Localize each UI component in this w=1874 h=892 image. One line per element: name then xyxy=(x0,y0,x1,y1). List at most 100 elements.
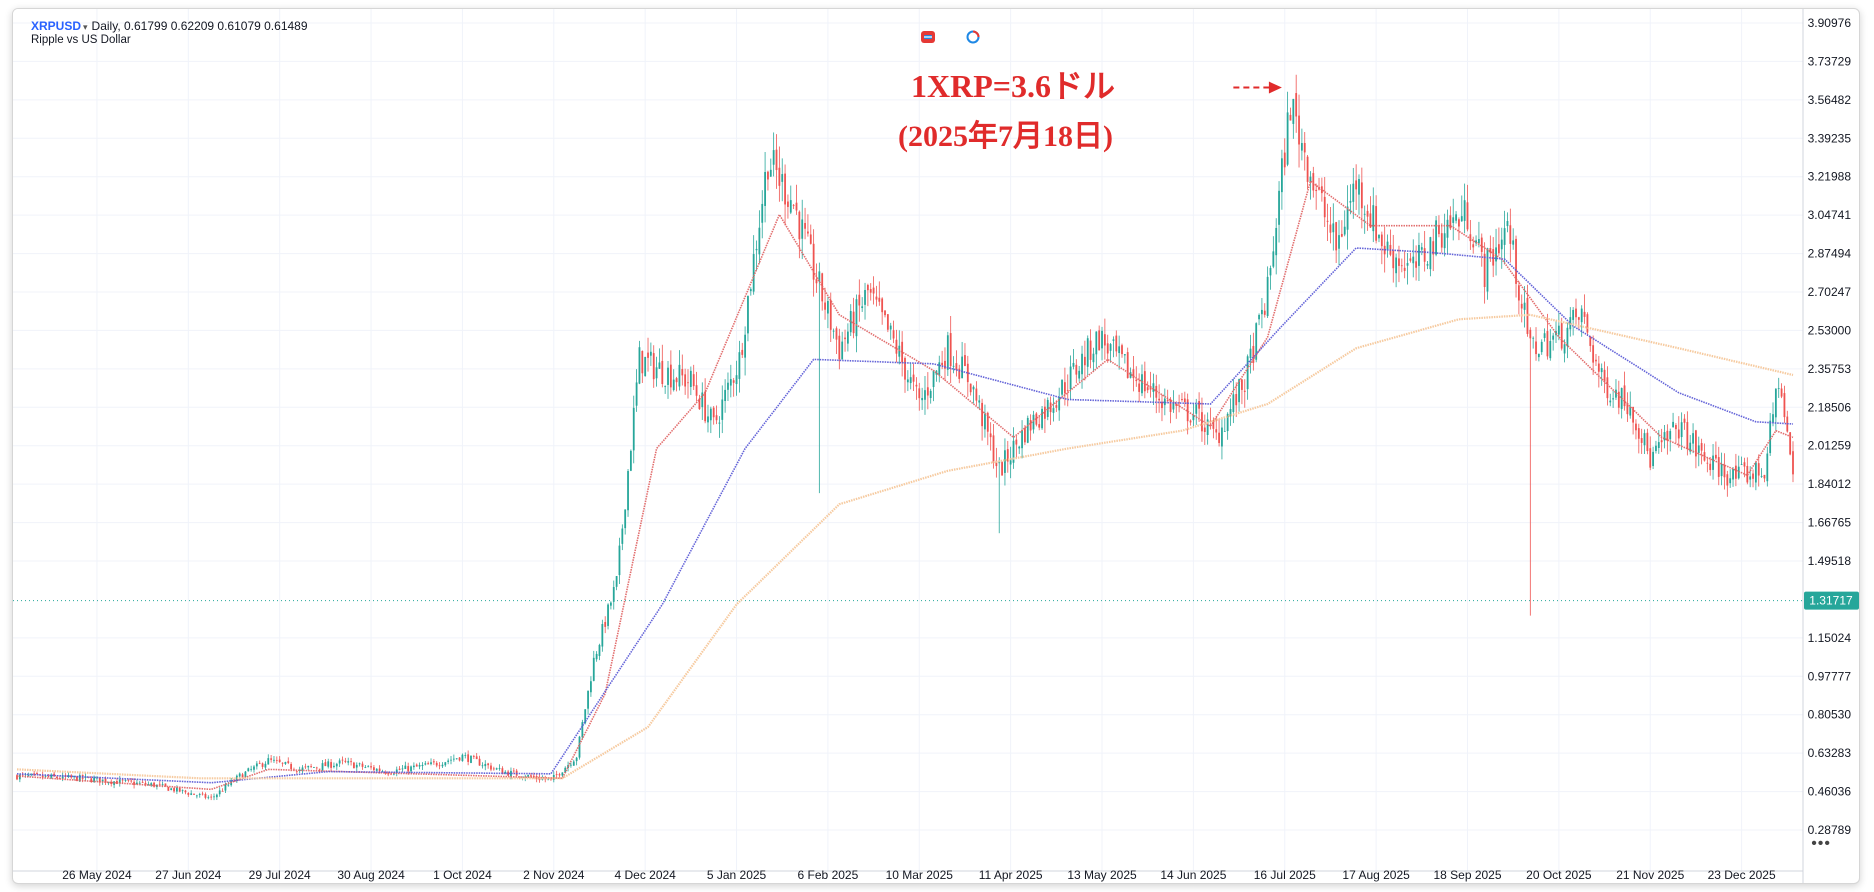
candle-body xyxy=(1535,341,1537,355)
time-tick-label: 13 May 2025 xyxy=(1067,868,1137,882)
candle-body xyxy=(881,298,884,313)
candle-body xyxy=(1198,401,1200,409)
annotation-price: 1XRP=3.6ドル xyxy=(911,68,1116,104)
candle-body xyxy=(572,761,575,766)
candle-body xyxy=(1763,474,1766,479)
candle-body xyxy=(127,779,130,781)
candle-body xyxy=(1740,464,1743,465)
candle-body xyxy=(158,783,161,785)
candle-body xyxy=(675,378,678,383)
moving-average-slow xyxy=(16,313,1794,780)
candle-body xyxy=(1657,442,1660,448)
candle-body xyxy=(184,790,187,793)
candle-body xyxy=(532,775,535,778)
candle-body xyxy=(1121,345,1123,355)
time-tick-label: 23 Dec 2025 xyxy=(1708,868,1776,882)
candle-body xyxy=(1360,182,1363,209)
candle-body xyxy=(629,450,632,471)
candle-body xyxy=(481,765,484,767)
candle-body xyxy=(301,767,304,770)
candle-body xyxy=(492,768,495,770)
price-tick-label: 0.97777 xyxy=(1808,669,1852,683)
sync-icon[interactable] xyxy=(965,29,981,45)
candle-body xyxy=(801,219,804,239)
candle-body xyxy=(1055,405,1058,408)
candle-body xyxy=(1458,219,1460,227)
symbol-name[interactable]: XRPUSD xyxy=(31,19,82,33)
candle-body xyxy=(1386,241,1389,251)
candle-body xyxy=(438,765,441,767)
candle-body xyxy=(310,766,312,767)
candle-body xyxy=(367,766,370,768)
candle-body xyxy=(1206,419,1209,436)
candle-body xyxy=(36,773,38,775)
symbol-dropdown-icon[interactable]: ▾ xyxy=(83,22,88,32)
candle-body xyxy=(124,780,127,781)
flag-icon[interactable] xyxy=(920,29,936,45)
candle-body xyxy=(1229,408,1232,417)
candle-body xyxy=(298,769,301,772)
candle-body xyxy=(487,763,490,766)
candle-body xyxy=(807,231,809,234)
candle-body xyxy=(749,289,752,292)
candle-body xyxy=(1617,391,1620,408)
candle-body xyxy=(698,398,701,410)
candle-body xyxy=(284,762,287,764)
plot-area[interactable] xyxy=(13,9,1803,871)
candle-body xyxy=(681,369,684,376)
candle-body xyxy=(995,460,998,467)
candle-body xyxy=(73,776,76,777)
candle-body xyxy=(827,301,829,314)
candle-body xyxy=(598,644,601,657)
candle-body xyxy=(244,771,247,777)
candle-body xyxy=(1123,354,1126,356)
price-chart[interactable]: 3.90976 3.73729 3.56482 3.39235 3.21988 3.047… xyxy=(13,9,1859,883)
candle-body xyxy=(1223,431,1226,432)
candle-body xyxy=(798,211,801,240)
candle-body xyxy=(824,302,826,310)
candle-body xyxy=(1212,421,1215,429)
candle-body xyxy=(1783,393,1786,418)
price-tick-label: 2.70247 xyxy=(1808,285,1852,299)
more-options-icon[interactable]: ••• xyxy=(1811,835,1831,852)
candle-body xyxy=(1686,422,1689,449)
candle-body xyxy=(518,776,521,778)
candle-body xyxy=(30,773,33,775)
candle-body xyxy=(1243,390,1246,392)
candle-body xyxy=(1583,311,1586,317)
candle-body xyxy=(1626,402,1629,415)
candle-body xyxy=(452,758,455,760)
candle-body xyxy=(1158,398,1161,401)
candle-body xyxy=(1103,334,1106,346)
candle-body xyxy=(1672,421,1674,428)
candle-body xyxy=(1423,248,1426,262)
candle-body xyxy=(1352,183,1355,202)
candle-body xyxy=(929,390,932,399)
candle-body xyxy=(455,758,458,760)
candle-body xyxy=(267,758,270,765)
candle-body xyxy=(427,763,430,765)
candle-body xyxy=(1201,412,1203,432)
candle-body xyxy=(612,587,615,602)
candle-body xyxy=(227,784,230,786)
candle-body xyxy=(1729,478,1732,484)
candle-body xyxy=(1772,414,1774,423)
candle-body xyxy=(44,775,47,777)
candle-body xyxy=(1498,244,1500,254)
candle-body xyxy=(1432,241,1435,255)
candle-body xyxy=(1029,420,1032,431)
candle-body xyxy=(635,382,638,406)
candle-body xyxy=(1792,451,1794,475)
candle-body xyxy=(658,362,661,369)
candle-body xyxy=(1580,308,1583,323)
candle-body xyxy=(1089,340,1092,360)
candle-body xyxy=(755,248,758,251)
candle-body xyxy=(1717,457,1720,477)
candle-body xyxy=(136,782,138,785)
candle-body xyxy=(1172,402,1175,410)
time-tick-label: 2 Nov 2024 xyxy=(523,868,585,882)
candle-body xyxy=(1737,466,1740,479)
candle-body xyxy=(167,787,170,791)
time-tick-label: 29 Jul 2024 xyxy=(249,868,311,882)
candle-body xyxy=(1789,432,1792,455)
